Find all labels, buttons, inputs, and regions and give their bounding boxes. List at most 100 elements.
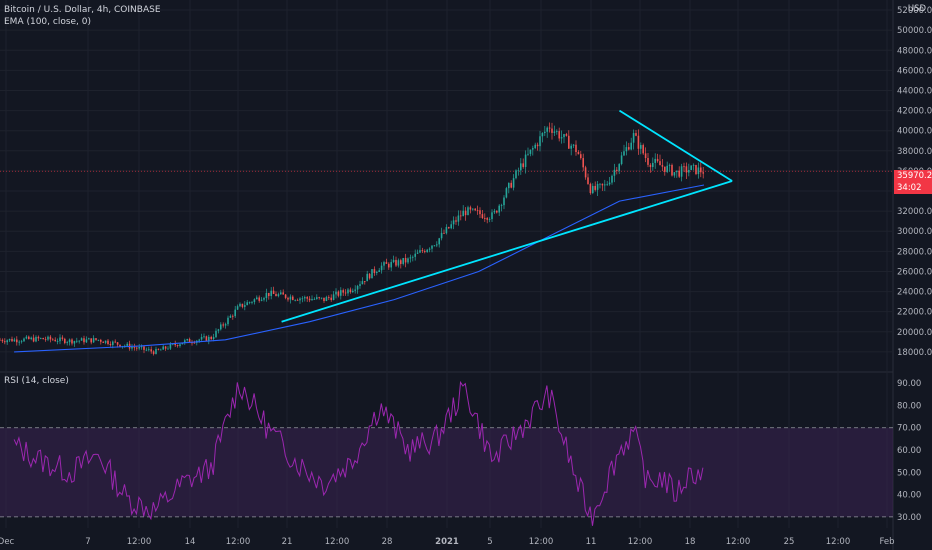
candle-body [176, 345, 179, 347]
time-axis[interactable]: Dec 7 12:00 14 12:00 21 12:00 28 2021 5 12:00 11 12:… [0, 537, 895, 547]
candle-body [54, 339, 56, 342]
candle-body [472, 208, 474, 210]
candle-body [203, 336, 205, 338]
candle-body [628, 147, 630, 150]
rsi-tick-label: 90.00 [897, 379, 921, 389]
candle-body [652, 162, 654, 167]
candle-body [522, 163, 524, 167]
candle-body [311, 299, 313, 301]
candle-body [222, 324, 224, 326]
candle-body [457, 215, 460, 222]
candle-body [330, 297, 332, 301]
price-axis[interactable]: 18000.00 20000.00 22000.00 24000.00 26000.00… [897, 6, 932, 358]
last-price-tag: 35970.22 [894, 170, 932, 182]
candle-body [424, 251, 426, 253]
ema-title: EMA (100, close, 0) [4, 17, 92, 27]
candle-body [395, 259, 397, 266]
candle-body [692, 164, 695, 166]
candle-body [616, 169, 618, 171]
time-tick-label: 14 [185, 537, 196, 547]
time-tick-label: 18 [685, 537, 696, 547]
candle-body [608, 182, 611, 185]
candle-body [527, 153, 529, 155]
candle-body [80, 338, 83, 341]
candle-body [90, 338, 92, 343]
candle-body [445, 227, 448, 234]
candle-body [246, 302, 248, 306]
candle-body [541, 133, 544, 137]
candle-body [248, 302, 251, 303]
candle-body [436, 244, 438, 246]
candle-body [671, 164, 673, 176]
candle-body [556, 131, 558, 132]
candle-body [580, 154, 582, 159]
candle-body [484, 218, 486, 219]
candle-body [198, 339, 200, 341]
candle-body [572, 144, 575, 146]
candle-body [654, 158, 656, 163]
candle-body [666, 165, 668, 172]
candle-body [143, 346, 145, 350]
price-tick-label: 32000.00 [897, 207, 932, 217]
candle-body [508, 182, 510, 189]
candle-body [534, 144, 536, 149]
candle-body [536, 144, 539, 147]
price-tick-label: 22000.00 [897, 308, 932, 318]
candle-body [325, 297, 328, 301]
candle-body [56, 341, 59, 342]
candle-body [397, 260, 400, 266]
candle-body [140, 346, 143, 348]
candle-body [13, 339, 16, 342]
candle-body [604, 184, 606, 186]
candle-body [20, 341, 23, 343]
candle-body [697, 167, 700, 175]
rsi-axis[interactable]: 30.00 40.00 50.00 60.00 70.00 80.00 90.00 [897, 379, 921, 523]
candle-body [414, 253, 416, 257]
candle-body [179, 344, 181, 347]
candle-body [431, 245, 433, 249]
rsi-legend[interactable]: RSI (14, close) [4, 375, 69, 387]
candle-body [673, 172, 676, 176]
candle-body [383, 262, 385, 266]
time-tick-label: Feb [879, 537, 894, 547]
candle-body [551, 128, 553, 133]
ema-legend[interactable]: EMA (100, close, 0) [4, 16, 91, 28]
candle-body [133, 346, 136, 348]
candle-body [606, 184, 608, 186]
candle-body [253, 299, 256, 303]
candle-body [371, 269, 373, 279]
candle-body [599, 183, 601, 185]
candle-body [524, 154, 527, 167]
candle-body [251, 302, 253, 303]
candle-body [402, 257, 404, 264]
candle-body [462, 210, 464, 217]
candle-body [433, 245, 436, 247]
rsi-tick-label: 40.00 [897, 491, 921, 501]
candle-body [656, 158, 659, 162]
price-tick-label: 28000.00 [897, 247, 932, 257]
candle-body [299, 298, 301, 301]
candle-body [335, 291, 337, 295]
candle-body [114, 341, 116, 343]
candle-body [0, 339, 1, 341]
time-tick-label: 12:00 [127, 537, 152, 547]
candle-body [229, 315, 232, 318]
time-tick-label: 11 [586, 537, 597, 547]
time-tick-label: 12:00 [726, 537, 751, 547]
candle-body [500, 205, 503, 206]
candle-body [702, 172, 704, 174]
countdown-value: 34:02 [897, 183, 922, 193]
candle-body [479, 210, 481, 215]
candle-body [66, 342, 68, 344]
candle-body [131, 346, 133, 349]
candle-body [474, 208, 476, 211]
candle-body [407, 258, 409, 263]
candle-body [596, 183, 599, 190]
symbol-legend[interactable]: Bitcoin / U.S. Dollar, 4h, COINBASE [4, 4, 161, 16]
candle-body [275, 293, 277, 297]
candle-body [282, 292, 284, 295]
price-tick-label: 30000.00 [897, 227, 932, 237]
candle-body [584, 167, 587, 178]
candle-body [160, 349, 162, 351]
